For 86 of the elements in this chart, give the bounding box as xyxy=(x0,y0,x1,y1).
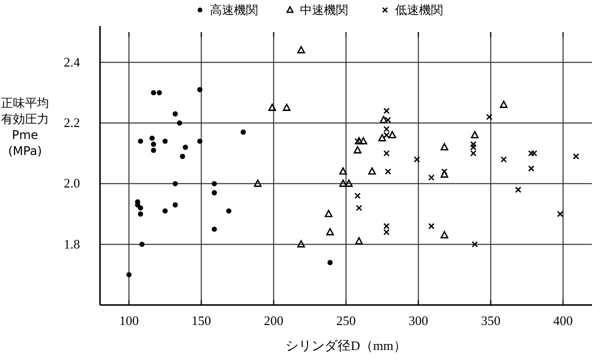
x-tick-label: 350 xyxy=(480,313,500,328)
point xyxy=(486,114,492,120)
point xyxy=(162,138,168,144)
point xyxy=(180,154,186,159)
point xyxy=(428,174,435,181)
point xyxy=(126,272,132,278)
legend-label: 高速機関 xyxy=(210,3,258,17)
point xyxy=(528,150,534,156)
point xyxy=(138,205,144,211)
y-tick-label: 2.2 xyxy=(64,115,80,130)
y-tick-label: 2.0 xyxy=(64,176,80,191)
x-tick-label: 150 xyxy=(192,313,212,328)
point xyxy=(176,120,182,126)
point xyxy=(380,116,388,124)
point xyxy=(528,165,534,172)
legend-label: 中速機関 xyxy=(300,3,348,17)
point xyxy=(368,167,376,175)
point xyxy=(500,156,507,163)
point xyxy=(268,104,276,111)
point xyxy=(345,180,353,187)
point xyxy=(339,180,347,187)
point xyxy=(378,134,386,142)
x-tick-label: 100 xyxy=(119,313,139,328)
point xyxy=(384,116,392,124)
point xyxy=(324,210,332,218)
point xyxy=(470,130,479,138)
point xyxy=(197,138,202,144)
point xyxy=(356,204,362,212)
point xyxy=(440,231,448,238)
point xyxy=(172,202,178,208)
x-tick-label: 250 xyxy=(336,313,356,328)
point xyxy=(572,153,580,160)
point xyxy=(150,148,156,153)
point xyxy=(226,208,232,214)
point xyxy=(515,186,522,193)
point xyxy=(441,168,448,175)
point xyxy=(355,237,363,244)
legend-label: 低速機関 xyxy=(395,3,443,17)
point xyxy=(149,136,155,141)
point xyxy=(156,90,162,96)
point xyxy=(428,222,435,230)
point xyxy=(327,260,333,266)
point xyxy=(354,138,361,144)
point xyxy=(383,108,390,114)
point xyxy=(172,181,178,186)
point xyxy=(500,100,508,108)
point xyxy=(339,167,347,175)
point xyxy=(139,242,145,247)
point xyxy=(384,168,392,175)
x-axis-title: シリンダ径D（mm） xyxy=(286,338,406,353)
point xyxy=(470,141,476,148)
x-tick-label: 300 xyxy=(408,313,428,328)
point xyxy=(254,180,262,187)
point xyxy=(388,130,396,138)
point xyxy=(197,87,202,92)
y-tick-label: 2.4 xyxy=(64,54,80,70)
point xyxy=(150,142,156,147)
y-axis-title: 正味平均有効圧力 Pme (MPa) xyxy=(0,95,50,159)
point xyxy=(472,241,478,248)
point xyxy=(440,170,448,178)
point xyxy=(355,137,363,144)
point xyxy=(354,146,362,154)
point xyxy=(212,190,217,196)
point xyxy=(414,156,420,163)
point xyxy=(297,46,305,54)
point xyxy=(212,226,217,232)
point xyxy=(172,111,178,116)
point xyxy=(138,138,144,144)
point xyxy=(138,211,144,217)
point xyxy=(150,90,156,96)
point xyxy=(530,150,538,156)
point xyxy=(240,130,246,135)
point xyxy=(182,144,188,150)
x-tick-label: 400 xyxy=(553,313,573,328)
point xyxy=(440,143,448,150)
point xyxy=(282,104,291,111)
point xyxy=(354,192,361,199)
point xyxy=(360,137,368,144)
point xyxy=(557,210,564,218)
point xyxy=(212,181,217,186)
point xyxy=(383,150,390,156)
x-tick-label: 200 xyxy=(264,313,284,328)
y-tick-label: 1.8 xyxy=(64,236,80,252)
point xyxy=(326,228,334,236)
point xyxy=(162,208,168,214)
point xyxy=(297,240,305,248)
